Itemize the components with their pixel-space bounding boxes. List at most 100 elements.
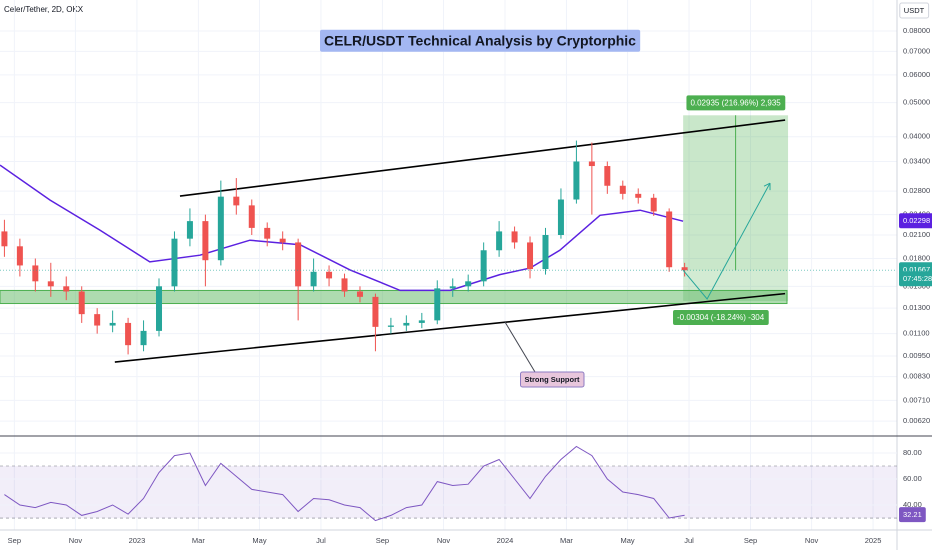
candle-body	[1, 231, 8, 247]
candle-body	[557, 199, 564, 235]
candle-body	[264, 227, 271, 239]
candle-body	[125, 322, 132, 346]
stop-zone	[683, 270, 789, 301]
candle-body	[372, 296, 379, 327]
candle-body	[295, 242, 302, 287]
countdown-label-text: 07:45:28	[903, 274, 932, 283]
y-tick-label: 0.08000	[903, 26, 930, 35]
stop-label-text: -0.00304 (-18.24%) -304	[677, 313, 765, 322]
candle-body	[156, 286, 163, 331]
candle-body	[140, 330, 147, 346]
candle-body	[480, 250, 487, 282]
x-tick-label: Jul	[316, 536, 326, 545]
candle-body	[279, 238, 286, 243]
candle-body	[666, 211, 673, 268]
target-label: 0.02935 (216.96%) 2,935	[686, 95, 786, 111]
projection-arrow	[682, 182, 771, 300]
rsi-last-label: 32.21	[899, 507, 926, 523]
chart-title: CELR/USDT Technical Analysis by Cryptorp…	[320, 29, 641, 52]
candle-body	[403, 322, 410, 326]
candle-body	[573, 161, 580, 200]
ma-price-label: 0.02298	[899, 213, 932, 229]
candle-body	[47, 281, 54, 287]
candle-body	[186, 221, 193, 239]
chart-title-text: CELR/USDT Technical Analysis by Cryptorp…	[324, 33, 636, 49]
candle-body	[63, 286, 70, 292]
rsi-last-label-bg	[899, 507, 926, 523]
x-tick-label: 2025	[865, 536, 882, 545]
rsi-band	[0, 466, 897, 519]
stop-label: -0.00304 (-18.24%) -304	[673, 310, 769, 326]
currency-bg	[899, 2, 930, 19]
candle-body	[511, 231, 518, 243]
support-callout-text: Strong Support	[525, 375, 580, 384]
x-tick-label: Sep	[8, 536, 21, 545]
x-tick-label: Sep	[744, 536, 757, 545]
x-tick-label: Sep	[376, 536, 389, 545]
x-tick-label: Nov	[805, 536, 819, 545]
currency: USDT	[899, 2, 930, 19]
candle-body	[619, 185, 626, 194]
candle-body	[387, 325, 394, 327]
candle-body	[542, 234, 549, 270]
candle-body	[217, 196, 224, 261]
x-tick-label: May	[252, 536, 266, 545]
rsi-line	[4, 445, 685, 522]
candle-body	[78, 291, 85, 315]
x-tick-label: May	[620, 536, 634, 545]
candle-body	[310, 271, 317, 287]
support-callout-bg	[520, 371, 585, 388]
rsi-tick-label: 80.00	[903, 448, 922, 457]
candle-body	[635, 193, 642, 198]
target-label-bg	[686, 95, 786, 111]
candle-body	[434, 288, 441, 321]
countdown-label: 07:45:28	[899, 271, 932, 287]
x-tick-label: Nov	[437, 536, 451, 545]
x-tick-label: Nov	[69, 536, 83, 545]
currency-text: USDT	[904, 6, 925, 15]
y-tick-label: 0.03400	[903, 156, 930, 165]
y-tick-label: 0.00710	[903, 395, 930, 404]
stop-label-bg	[673, 310, 769, 326]
candle-body	[32, 265, 39, 282]
y-tick-label: 0.00950	[903, 351, 930, 360]
support-callout: Strong Support	[520, 371, 585, 388]
x-tick-label: Mar	[192, 536, 205, 545]
candle-body	[418, 320, 425, 323]
y-tick-label: 0.04000	[903, 132, 930, 141]
y-tick-label: 0.06000	[903, 70, 930, 79]
candle-body	[109, 322, 116, 326]
candle-body	[202, 221, 209, 261]
x-tick-label: Jul	[684, 536, 694, 545]
rsi-tick-label: 40.00	[903, 500, 922, 509]
y-tick-label: 0.02800	[903, 186, 930, 195]
candle-body	[681, 267, 688, 271]
ma-price-label-bg	[899, 213, 932, 229]
candle-body	[94, 314, 101, 326]
y-tick-label: 0.01800	[903, 253, 930, 262]
y-tick-label: 0.07000	[903, 46, 930, 55]
support-zone	[0, 289, 788, 305]
candle-body	[604, 166, 611, 186]
channel-line	[114, 292, 786, 363]
ma-price-label-text: 0.02298	[903, 216, 930, 225]
candle-body	[356, 291, 363, 297]
candle-body	[650, 197, 657, 212]
callout-line	[504, 321, 536, 373]
rsi-last-label-text: 32.21	[903, 510, 922, 519]
x-tick-label: 2023	[129, 536, 146, 545]
candle-body	[449, 286, 456, 289]
arrow-head	[763, 182, 771, 191]
y-tick-label: 0.01300	[903, 303, 930, 312]
candle-body	[465, 281, 472, 287]
y-tick-label: 0.00830	[903, 372, 930, 381]
candle-body	[341, 278, 348, 292]
candle-body	[326, 271, 333, 279]
candle-body	[588, 161, 595, 167]
candle-body	[233, 196, 240, 206]
chart-title-bg	[320, 29, 641, 52]
target-label-text: 0.02935 (216.96%) 2,935	[690, 98, 781, 107]
moving-average	[0, 164, 684, 292]
y-tick-label: 0.00620	[903, 416, 930, 425]
